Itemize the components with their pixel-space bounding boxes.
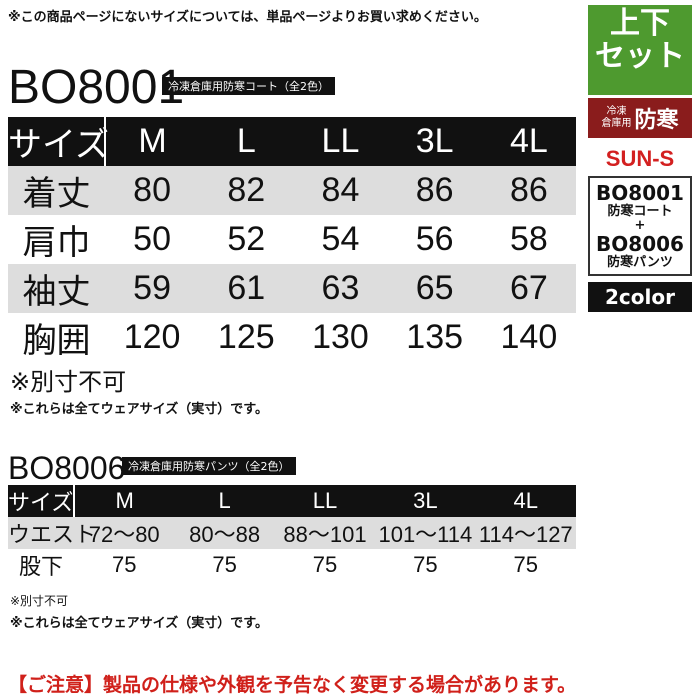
cell: 50 [133,220,171,258]
item-code: BO8006 [596,232,684,256]
cell: 120 [123,318,181,356]
size-table: サイズ M L LL 3L 4L ウエスト 72〜80 80〜88 88〜101 101〜114 11… [8,485,576,581]
row-label: ウエスト [8,517,96,549]
cell: 86 [481,166,576,215]
row: 着丈 80 82 84 86 86 [8,166,576,215]
cell: 75 [312,552,338,577]
header-row: サイズ M L LL 3L 4L [8,485,576,517]
row-label: 胸囲 [22,321,91,361]
cell: 140 [500,318,558,356]
cell: 75 [513,552,539,577]
cell: 130 [312,318,369,356]
header-cell: サイズ [8,485,75,517]
cell: 75 [111,552,137,577]
row: 胸囲 120 125 130 135 140 [8,313,576,362]
use-small: 冷凍 倉庫用 [601,106,631,130]
row: 股下 75 75 75 75 75 [8,549,576,581]
row-label: 着丈 [8,166,105,215]
header-cell: LL [293,117,388,166]
product-code: BO8006 [8,450,126,486]
row-label: 袖丈 [8,264,105,313]
header-row: サイズ M L LL 3L 4L [8,117,576,166]
row: 袖丈 59 61 63 65 67 [8,264,576,313]
cell: 58 [509,220,548,258]
note: ※これらは全てウェアサイズ（実寸）です。 [10,616,268,631]
use-main: 防寒 [634,108,679,133]
row-label: 肩巾 [22,223,91,263]
header-cell: LL [274,485,376,517]
header-cell: 4L [481,117,576,166]
cell: 82 [199,166,294,215]
use-small-line: 冷凍 [606,106,627,117]
header-cell: サイズ [8,117,109,166]
side-badge: 上下 セット 冷凍 倉庫用 防寒 SUN-S BO8001 防寒コート + BO… [588,5,692,312]
cell: 75 [212,552,237,577]
cell: 135 [406,318,464,356]
cell: 52 [227,220,266,258]
cell: 67 [481,264,576,313]
product-label: 冷凍倉庫用防寒コート（全2色） [162,77,335,95]
header-cell: M [105,117,200,166]
header-cell: 4L [475,485,576,517]
cell: 114〜127 [475,517,576,549]
header-cell: M [74,485,175,517]
cell: 54 [321,220,360,258]
row: ウエスト 72〜80 80〜88 88〜101 101〜114 114〜127 [8,517,576,549]
note: ※別寸不可 [10,594,69,608]
header-cell: 3L [375,485,476,517]
cell: 72〜80 [74,517,175,549]
header-cell: L [199,117,294,166]
row: 肩巾 50 52 54 56 58 [8,215,576,264]
note: ※これらは全てウェアサイズ（実寸）です。 [10,402,268,417]
cell: 63 [293,264,388,313]
size-table: サイズ M L LL 3L 4L 着丈 80 82 84 86 86 肩巾 50 52 54 56 58 袖丈 59 6… [8,117,576,362]
row-label: 股下 [18,555,63,580]
item-name: 防寒パンツ [607,255,673,270]
caution: 【ご注意】製品の仕様や外観を予告なく変更する場合があります。 [8,674,577,696]
item-name: 防寒コート [607,204,673,219]
use-badge: 冷凍 倉庫用 防寒 [588,98,692,138]
set-text: 上下 [610,6,670,41]
colors: 2color [588,282,692,312]
use-small-line: 倉庫用 [601,118,632,129]
set-items: BO8001 防寒コート + BO8006 防寒パンツ [588,176,692,276]
cell: 61 [199,264,294,313]
cell: 65 [387,264,482,313]
notice: ※この商品ページにないサイズについては、単品ページよりお買い求めください。 [8,10,487,25]
cell: 88〜101 [274,517,376,549]
header-cell: L [174,485,275,517]
cell: 125 [217,318,275,356]
cell: 80〜88 [174,517,275,549]
set-badge: 上下 セット [588,5,692,95]
plus: + [634,218,646,233]
cell: 101〜114 [375,517,476,549]
product-label: 冷凍倉庫用防寒パンツ（全2色） [122,457,296,475]
note: ※別寸不可 [10,368,127,396]
brand: SUN-S [605,146,675,171]
cell: 86 [387,166,482,215]
product-code: BO8001 [8,61,185,114]
cell: 75 [413,552,438,577]
cell: 59 [105,264,200,313]
item-code: BO8001 [596,181,684,205]
cell: 80 [105,166,200,215]
cell: 84 [293,166,388,215]
cell: 56 [415,220,454,258]
set-text: セット [595,39,685,74]
header-cell: 3L [387,117,482,166]
